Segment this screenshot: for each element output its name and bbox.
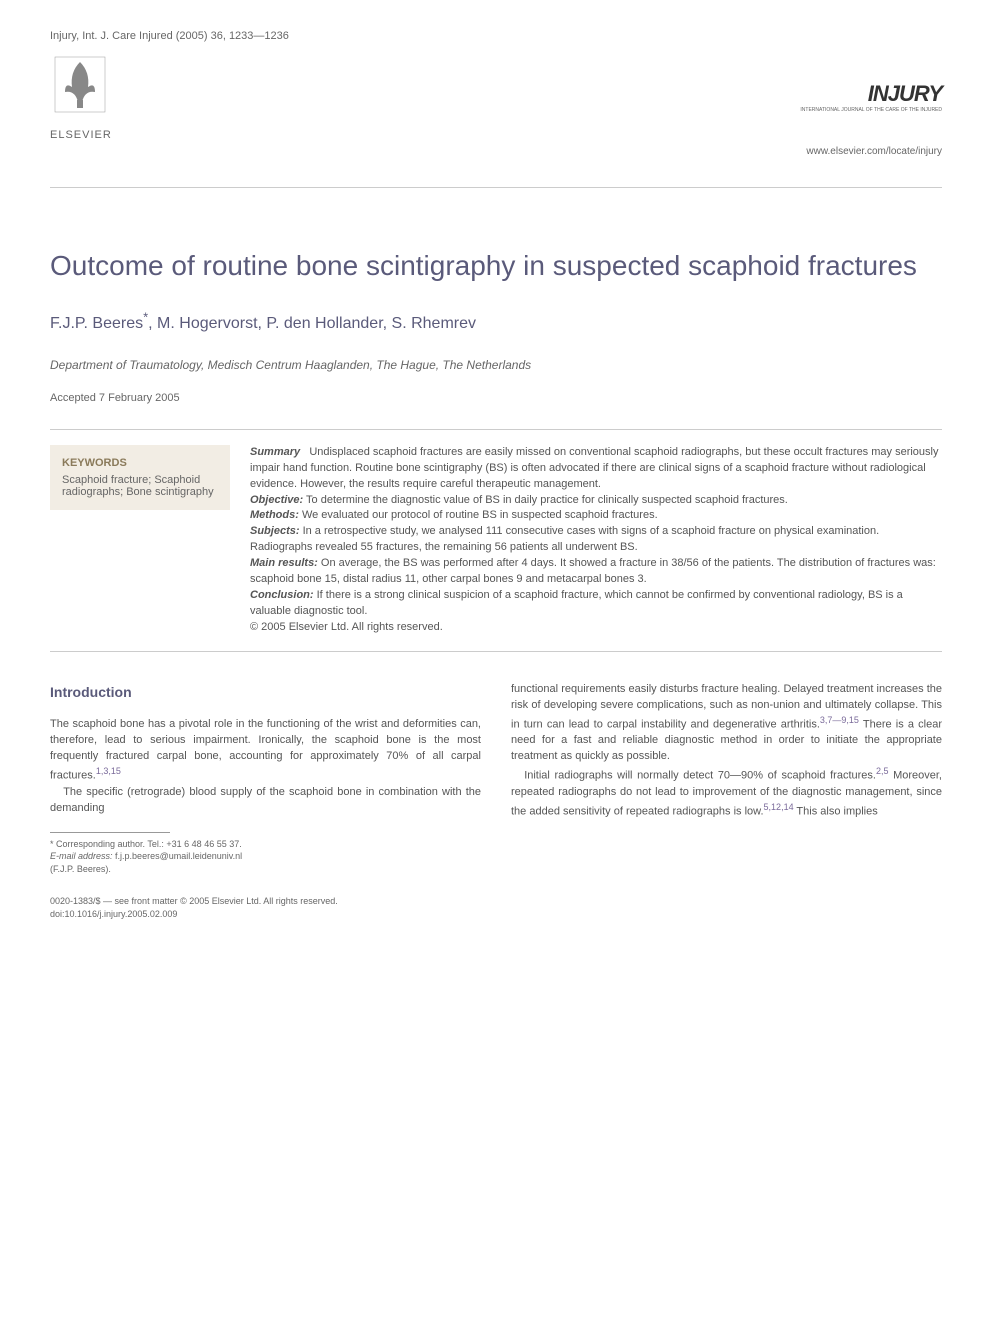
journal-url: www.elsevier.com/locate/injury [50, 146, 942, 157]
corresponding-author: * Corresponding author. Tel.: +31 6 48 4… [50, 838, 481, 851]
results-text: On average, the BS was performed after 4… [250, 557, 936, 585]
conclusion-text: If there is a strong clinical suspicion … [250, 589, 903, 617]
elsevier-logo-block: ELSEVIER [50, 52, 112, 141]
summary-label: Summary [250, 446, 300, 458]
email-label: E-mail address: [50, 851, 113, 861]
author-names: F.J.P. Beeres*, M. Hogervorst, P. den Ho… [50, 315, 476, 332]
abstract-copyright: © 2005 Elsevier Ltd. All rights reserved… [250, 621, 443, 633]
injury-logo-block: INJURY INTERNATIONAL JOURNAL OF THE CARE… [800, 81, 942, 113]
subjects-label: Subjects: [250, 525, 300, 537]
body-column-left: Introduction The scaphoid bone has a piv… [50, 682, 481, 875]
elsevier-name: ELSEVIER [50, 129, 112, 141]
injury-logo-text: INJURY [800, 81, 942, 107]
abstract-text: Summary Undisplaced scaphoid fractures a… [250, 445, 942, 636]
injury-logo-subtitle: INTERNATIONAL JOURNAL OF THE CARE OF THE… [800, 107, 942, 113]
results-label: Main results: [250, 557, 318, 569]
ref-sup: 1,3,15 [96, 766, 121, 776]
header-divider [50, 187, 942, 188]
article-title: Outcome of routine bone scintigraphy in … [50, 248, 942, 284]
keywords-items: Scaphoid fracture; Scaphoid radiographs;… [62, 474, 218, 498]
introduction-heading: Introduction [50, 682, 481, 702]
elsevier-tree-icon [50, 52, 110, 122]
ref-sup: 2,5 [876, 766, 889, 776]
footer-doi: doi:10.1016/j.injury.2005.02.009 [50, 908, 942, 921]
footer-copyright: 0020-1383/$ — see front matter © 2005 El… [50, 895, 942, 908]
ref-sup: 3,7—9,15 [820, 715, 859, 725]
footnote-divider [50, 832, 170, 833]
objective-label: Objective: [250, 494, 303, 506]
summary-text: Undisplaced scaphoid fractures are easil… [250, 446, 938, 490]
abstract-container: KEYWORDS Scaphoid fracture; Scaphoid rad… [50, 429, 942, 652]
corresponding-footnote: * Corresponding author. Tel.: +31 6 48 4… [50, 838, 481, 876]
conclusion-label: Conclusion: [250, 589, 314, 601]
affiliation: Department of Traumatology, Medisch Cent… [50, 358, 942, 372]
objective-text: To determine the diagnostic value of BS … [306, 494, 788, 506]
accepted-date: Accepted 7 February 2005 [50, 392, 942, 404]
page-footer: 0020-1383/$ — see front matter © 2005 El… [50, 895, 942, 920]
email-address: f.j.p.beeres@umail.leidenuniv.nl [115, 851, 242, 861]
methods-label: Methods: [250, 509, 299, 521]
keywords-box: KEYWORDS Scaphoid fracture; Scaphoid rad… [50, 445, 230, 510]
intro-para-1: The scaphoid bone has a pivotal role in … [50, 717, 481, 784]
methods-text: We evaluated our protocol of routine BS … [302, 509, 658, 521]
ref-sup: 5,12,14 [764, 802, 794, 812]
subjects-text: In a retrospective study, we analysed 11… [250, 525, 879, 553]
journal-reference: Injury, Int. J. Care Injured (2005) 36, … [50, 30, 289, 42]
intro-para-2: The specific (retrograde) blood supply o… [50, 785, 481, 817]
author-list: F.J.P. Beeres*, M. Hogervorst, P. den Ho… [50, 309, 942, 332]
intro-para-4: Initial radiographs will normally detect… [511, 765, 942, 820]
footnote-author-name: (F.J.P. Beeres). [50, 863, 481, 876]
keywords-heading: KEYWORDS [62, 457, 218, 469]
body-column-right: functional requirements easily disturbs … [511, 682, 942, 875]
intro-para-3: functional requirements easily disturbs … [511, 682, 942, 765]
